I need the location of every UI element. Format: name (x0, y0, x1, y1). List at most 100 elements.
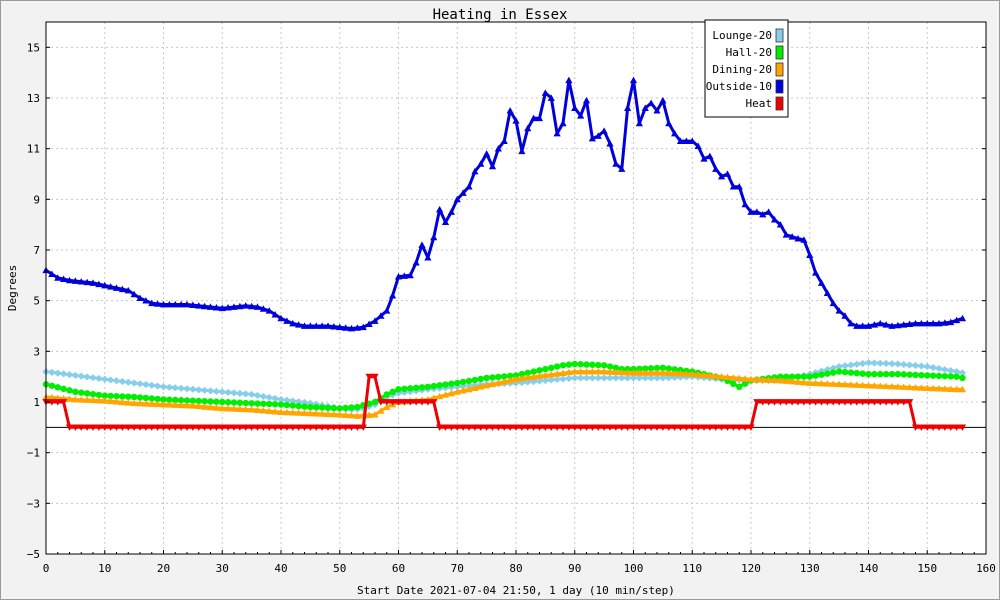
data-point (371, 317, 379, 324)
data-point (906, 371, 913, 378)
x-tick-label: 80 (509, 562, 522, 575)
data-point (289, 402, 296, 409)
data-point (453, 424, 461, 431)
data-point (817, 279, 826, 286)
data-point (653, 424, 661, 431)
data-point (665, 365, 672, 372)
data-point (89, 424, 97, 431)
data-point (530, 373, 538, 380)
data-point (383, 403, 391, 410)
data-point (195, 386, 203, 394)
data-point (347, 324, 356, 332)
data-point (859, 359, 867, 368)
data-point (201, 403, 209, 410)
data-point (547, 424, 555, 431)
data-point (218, 388, 226, 396)
data-point (824, 370, 831, 377)
data-point (312, 424, 320, 431)
data-point (958, 424, 967, 431)
data-point (830, 369, 837, 376)
data-point (871, 370, 878, 378)
data-point (958, 314, 967, 322)
data-point (894, 321, 902, 329)
data-point (377, 399, 385, 406)
data-point (101, 281, 109, 289)
data-point (624, 424, 632, 431)
data-point (647, 424, 655, 431)
data-point (876, 359, 884, 367)
data-point (741, 424, 749, 431)
data-point (494, 424, 502, 431)
data-point (248, 424, 256, 431)
data-point (512, 372, 520, 379)
data-point (283, 396, 291, 404)
data-point (89, 396, 97, 404)
data-point (524, 378, 532, 386)
data-point (935, 424, 943, 431)
data-point (812, 372, 819, 379)
data-point (54, 399, 62, 406)
data-point (882, 370, 890, 378)
data-point (300, 409, 309, 417)
data-point (136, 394, 144, 401)
data-point (735, 183, 743, 190)
data-point (588, 368, 596, 375)
data-point (83, 396, 91, 403)
data-point (847, 399, 855, 406)
data-point (906, 383, 914, 391)
data-point (206, 387, 215, 395)
data-point (253, 406, 262, 413)
data-point (295, 321, 303, 328)
x-tick-label: 30 (216, 562, 229, 575)
x-tick-label: 160 (976, 562, 996, 575)
data-point (236, 389, 244, 397)
data-point (424, 383, 432, 390)
data-point (201, 386, 209, 394)
data-point (400, 272, 408, 279)
data-point (735, 374, 743, 382)
data-point (548, 364, 555, 371)
data-point (588, 374, 596, 382)
data-point (900, 371, 907, 378)
data-point (259, 424, 267, 431)
data-point (600, 362, 608, 369)
data-point (676, 424, 685, 431)
data-point (636, 365, 643, 373)
data-point (201, 424, 209, 431)
data-point (277, 314, 285, 322)
data-point (535, 424, 544, 431)
data-point (923, 384, 931, 391)
data-point (700, 155, 708, 162)
data-point (506, 376, 514, 384)
data-point (183, 300, 191, 308)
data-point (500, 378, 508, 385)
data-point (406, 271, 414, 279)
data-point (571, 104, 579, 112)
data-point (224, 304, 232, 311)
y-tick-label: 1 (33, 396, 40, 409)
data-point (953, 368, 961, 376)
data-point (847, 319, 855, 327)
legend-box (704, 19, 789, 118)
data-point (500, 424, 508, 431)
data-point (253, 424, 262, 431)
data-point (712, 165, 720, 172)
data-point (565, 76, 573, 84)
data-point (483, 374, 490, 382)
data-point (947, 366, 955, 375)
data-point (835, 362, 843, 371)
data-point (953, 424, 961, 431)
data-point (483, 381, 491, 389)
data-point (406, 399, 414, 406)
data-point (477, 160, 485, 167)
data-point (876, 399, 884, 406)
data-point (853, 322, 861, 329)
data-point (835, 368, 843, 375)
data-point (818, 371, 825, 378)
data-point (136, 294, 144, 302)
data-point (582, 424, 591, 431)
data-point (929, 384, 937, 392)
data-point (559, 119, 567, 127)
data-point (935, 319, 943, 327)
data-point (682, 424, 690, 431)
